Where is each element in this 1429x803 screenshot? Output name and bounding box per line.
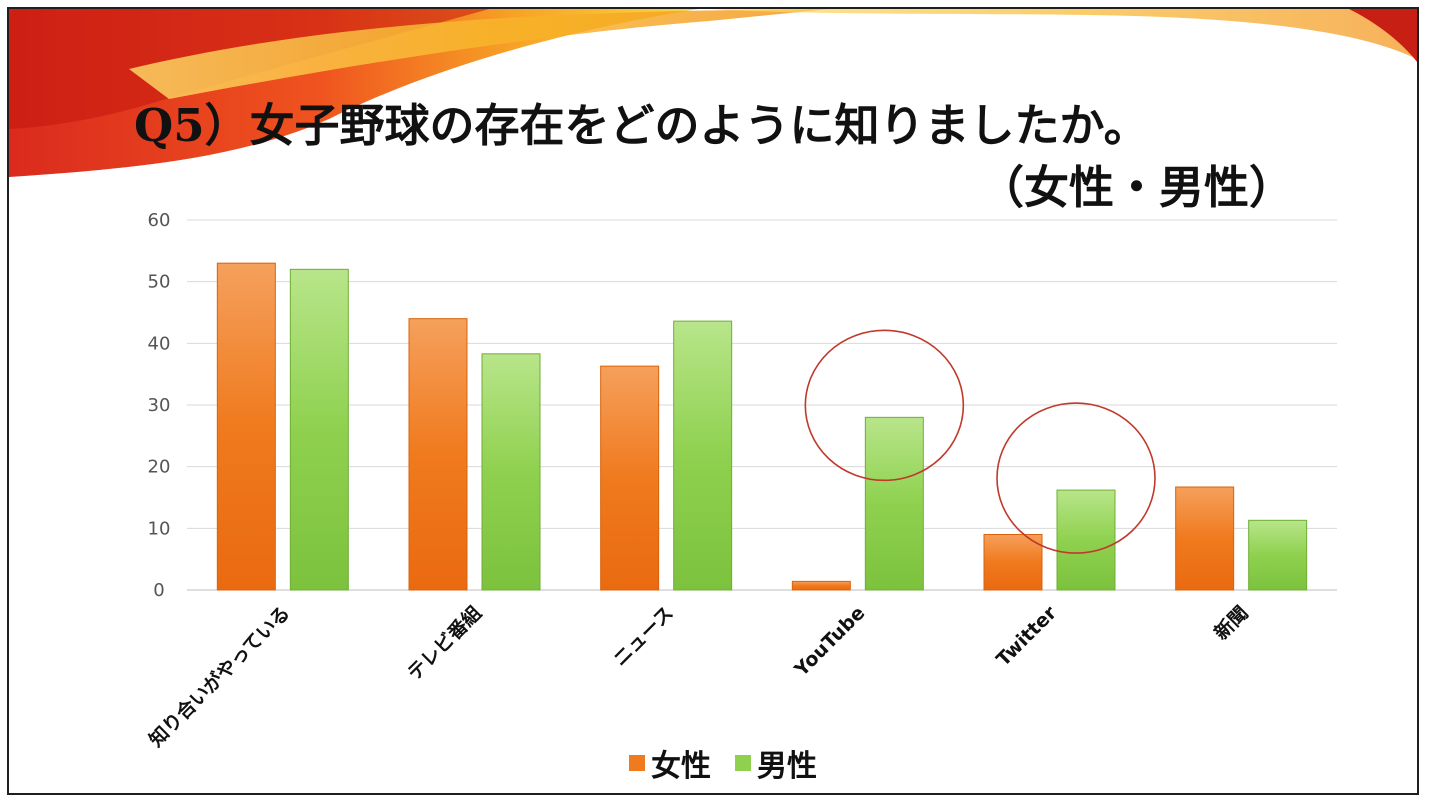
bar-female — [1175, 486, 1235, 591]
header-decoration — [9, 9, 1417, 177]
x-tick-label: ニュース — [609, 602, 678, 671]
y-tick-label: 30 — [148, 395, 171, 416]
bar-female — [983, 534, 1043, 591]
bar-female — [600, 365, 660, 591]
y-tick-label: 50 — [148, 272, 171, 293]
x-tick-label: 新聞 — [1210, 601, 1253, 644]
highlight-circle — [996, 402, 1156, 554]
bar-male — [864, 416, 924, 591]
bar-male — [1248, 519, 1308, 591]
bar-male — [1056, 489, 1116, 591]
x-tick-label: テレビ番組 — [403, 601, 486, 684]
bar-male — [481, 353, 541, 591]
x-tick-label: YouTube — [790, 602, 870, 682]
y-tick-label: 40 — [148, 333, 171, 354]
highlight-circle — [804, 329, 965, 482]
bar-chart: 0 10 20 30 40 50 60 知り合いがやっている テレビ番組 ニュース YouTube T… — [144, 210, 1337, 751]
legend-label-female: 女性 — [651, 749, 711, 784]
legend-item-female: 女性 — [629, 741, 711, 785]
bar-male — [673, 320, 733, 591]
x-tick-label: Twitter — [992, 602, 1061, 671]
legend-swatch-male — [735, 755, 751, 771]
slide-title-line-2: （女性・男性） — [979, 161, 1295, 214]
bar-female — [216, 262, 276, 591]
y-tick-label: 0 — [153, 580, 164, 601]
slide-title-line-1: Q5）女子野球の存在をどのように知りましたか。 — [134, 99, 1149, 152]
bar-female — [408, 318, 468, 591]
x-tick-label: 知り合いがやっている — [144, 601, 294, 751]
y-tick-label: 60 — [148, 210, 171, 231]
legend-swatch-female — [629, 755, 645, 771]
chart-legend: 女性 男性 — [629, 741, 841, 785]
legend-label-male: 男性 — [757, 749, 817, 784]
y-tick-label: 20 — [148, 457, 171, 478]
bar-male — [289, 268, 349, 591]
legend-item-male: 男性 — [735, 741, 817, 785]
slide: Q5）女子野球の存在をどのように知りましたか。 （女性・男性） 0 10 20 30 4… — [7, 7, 1419, 795]
y-tick-label: 10 — [148, 518, 171, 539]
bar-female — [791, 580, 851, 591]
